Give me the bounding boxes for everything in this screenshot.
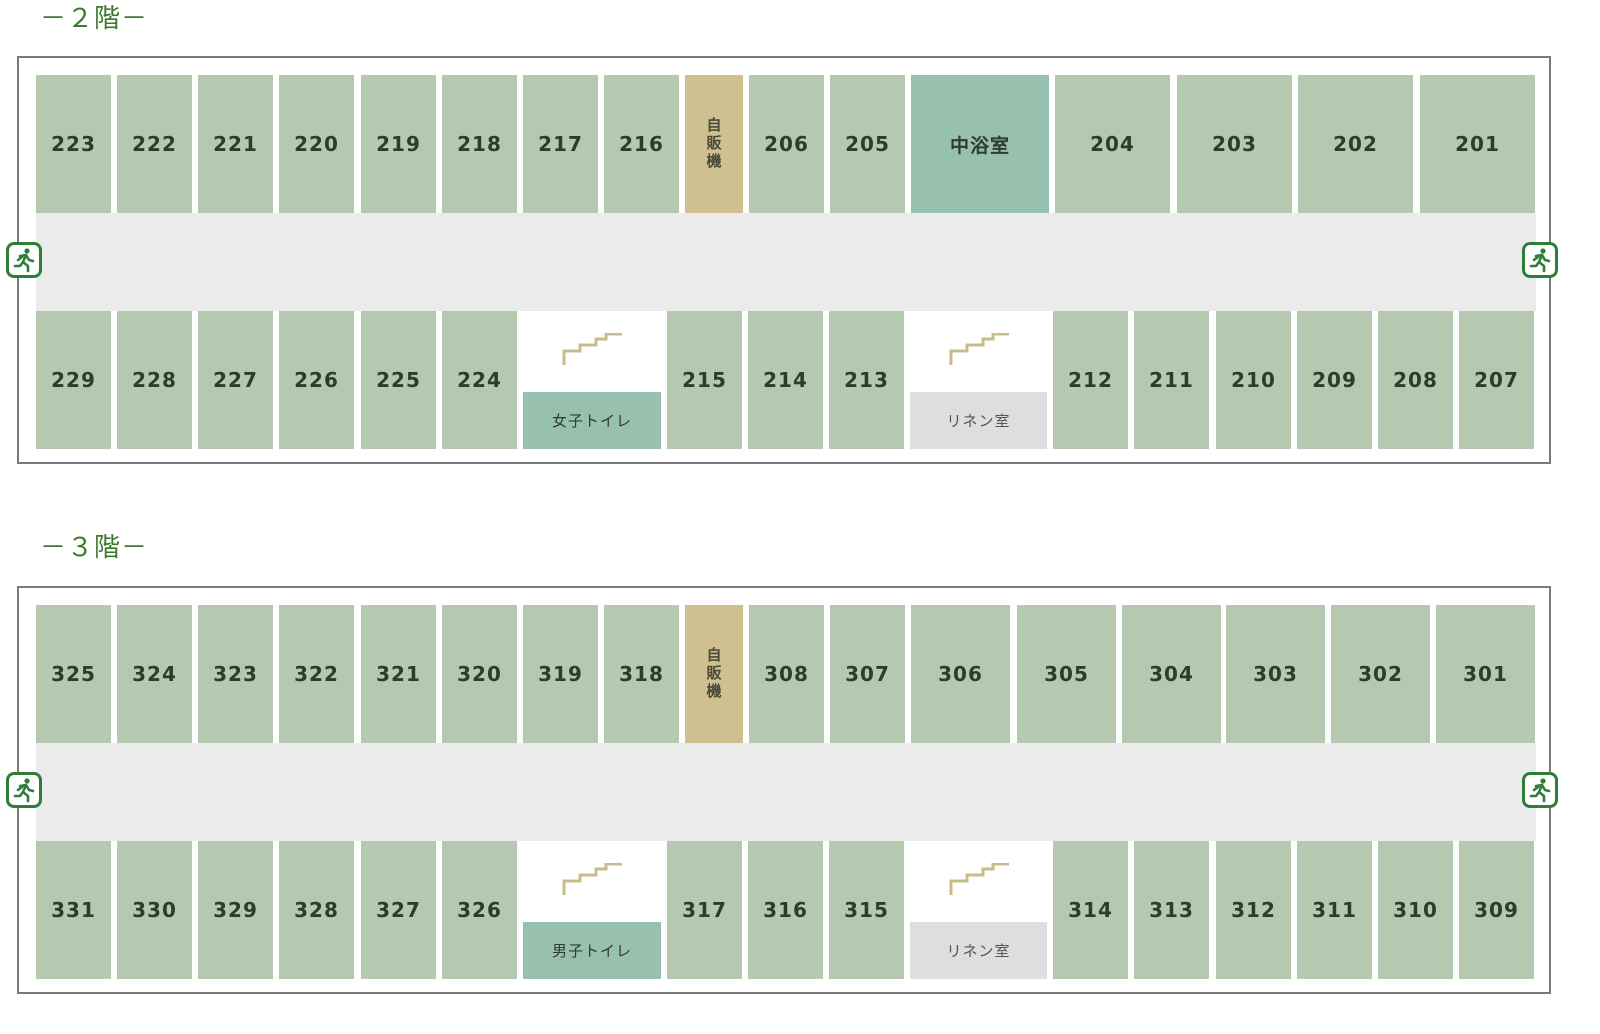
room-203: 203 <box>1177 75 1292 213</box>
room-316: 316 <box>748 841 823 979</box>
stairs-icon <box>949 862 1009 901</box>
toilet-room: 男子トイレ <box>523 922 661 979</box>
room-224: 224 <box>442 311 517 449</box>
room-213: 213 <box>829 311 904 449</box>
corridor <box>36 743 1536 841</box>
floor-2-map: 223 222 221 220 219 218 217 216 自販機 206 205 中浴室 204 2… <box>17 56 1551 464</box>
room-204: 204 <box>1055 75 1170 213</box>
room-311: 311 <box>1297 841 1372 979</box>
stairs-icon <box>562 862 622 901</box>
floor-2-title: －２階－ <box>40 4 149 34</box>
room-218: 218 <box>442 75 517 213</box>
room-206: 206 <box>749 75 824 213</box>
room-317: 317 <box>667 841 742 979</box>
emergency-exit-icon <box>1522 242 1558 278</box>
room-326: 326 <box>442 841 517 979</box>
room-227: 227 <box>198 311 273 449</box>
room-228: 228 <box>117 311 192 449</box>
room-225: 225 <box>361 311 436 449</box>
room-216: 216 <box>604 75 679 213</box>
room-223: 223 <box>36 75 111 213</box>
room-320: 320 <box>442 605 517 743</box>
toilet-room: 女子トイレ <box>523 392 661 449</box>
room-220: 220 <box>279 75 354 213</box>
room-215: 215 <box>667 311 742 449</box>
room-212: 212 <box>1053 311 1128 449</box>
room-309: 309 <box>1459 841 1534 979</box>
room-315: 315 <box>829 841 904 979</box>
room-322: 322 <box>279 605 354 743</box>
vending-machine: 自販機 <box>685 75 743 213</box>
room-325: 325 <box>36 605 111 743</box>
room-327: 327 <box>361 841 436 979</box>
room-319: 319 <box>523 605 598 743</box>
linen-room: リネン室 <box>910 392 1047 449</box>
room-331: 331 <box>36 841 111 979</box>
emergency-exit-icon <box>6 772 42 808</box>
room-312: 312 <box>1216 841 1291 979</box>
room-205: 205 <box>830 75 905 213</box>
room-318: 318 <box>604 605 679 743</box>
room-202: 202 <box>1298 75 1413 213</box>
room-302: 302 <box>1331 605 1430 743</box>
room-308: 308 <box>749 605 824 743</box>
corridor <box>36 213 1536 311</box>
room-226: 226 <box>279 311 354 449</box>
room-207: 207 <box>1459 311 1534 449</box>
bath-room: 中浴室 <box>911 75 1049 213</box>
room-323: 323 <box>198 605 273 743</box>
room-324: 324 <box>117 605 192 743</box>
room-304: 304 <box>1122 605 1221 743</box>
emergency-exit-icon <box>1522 772 1558 808</box>
room-328: 328 <box>279 841 354 979</box>
room-208: 208 <box>1378 311 1453 449</box>
stairs-icon <box>562 332 622 371</box>
vending-machine: 自販機 <box>685 605 743 743</box>
room-301: 301 <box>1436 605 1535 743</box>
room-330: 330 <box>117 841 192 979</box>
room-217: 217 <box>523 75 598 213</box>
room-303: 303 <box>1226 605 1325 743</box>
room-214: 214 <box>748 311 823 449</box>
room-201: 201 <box>1420 75 1535 213</box>
room-313: 313 <box>1134 841 1209 979</box>
room-310: 310 <box>1378 841 1453 979</box>
room-211: 211 <box>1134 311 1209 449</box>
floor-3-title: －３階－ <box>40 533 149 563</box>
room-210: 210 <box>1216 311 1291 449</box>
room-305: 305 <box>1017 605 1116 743</box>
room-307: 307 <box>830 605 905 743</box>
room-329: 329 <box>198 841 273 979</box>
room-314: 314 <box>1053 841 1128 979</box>
floor-3-map: 325 324 323 322 321 320 319 318 自販機 308 307 306 305 3… <box>17 586 1551 994</box>
room-229: 229 <box>36 311 111 449</box>
room-221: 221 <box>198 75 273 213</box>
linen-room: リネン室 <box>910 922 1047 979</box>
room-306: 306 <box>911 605 1010 743</box>
room-209: 209 <box>1297 311 1372 449</box>
room-321: 321 <box>361 605 436 743</box>
stairs-icon <box>949 332 1009 371</box>
emergency-exit-icon <box>6 242 42 278</box>
room-219: 219 <box>361 75 436 213</box>
room-222: 222 <box>117 75 192 213</box>
